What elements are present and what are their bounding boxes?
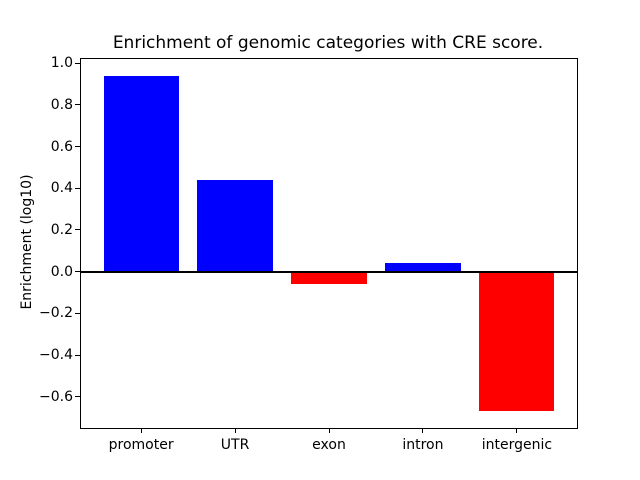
y-tick-label: −0.2 — [39, 305, 73, 322]
x-tick-label-exon: exon — [312, 437, 346, 453]
x-tick-mark — [328, 428, 330, 433]
y-tick-label: 0.0 — [50, 263, 73, 280]
zero-line — [81, 270, 577, 273]
y-tick-mark — [75, 271, 81, 273]
bar-intergenic — [479, 271, 555, 412]
bar-intron — [385, 263, 461, 272]
x-tick-mark — [422, 428, 424, 433]
x-tick-mark — [234, 428, 236, 433]
y-tick-label: −0.4 — [39, 347, 73, 364]
bar-exon — [291, 271, 367, 285]
bar-promoter — [103, 75, 179, 272]
x-tick-label-promoter: promoter — [108, 437, 174, 453]
x-tick-label-intron: intron — [402, 437, 444, 453]
y-tick-mark — [75, 146, 81, 148]
y-tick-label: 0.4 — [50, 180, 73, 197]
y-tick-label: 0.6 — [50, 138, 73, 155]
y-tick-mark — [75, 229, 81, 231]
x-tick-label-UTR: UTR — [220, 437, 250, 453]
x-tick-label-intergenic: intergenic — [481, 437, 553, 453]
bar-UTR — [197, 179, 273, 272]
y-tick-mark — [75, 396, 81, 398]
y-tick-label: 0.8 — [50, 96, 73, 113]
plot-area: promoter UTR exon intron intergenic 1.0 0.8 0.6… — [39, 55, 578, 453]
y-tick-label: 0.2 — [50, 221, 73, 238]
x-tick-mark — [516, 428, 518, 433]
x-tick-mark — [140, 428, 142, 433]
y-tick-mark — [75, 354, 81, 356]
y-tick-mark — [75, 104, 81, 106]
y-tick-label: 1.0 — [50, 55, 73, 72]
y-tick-mark — [75, 312, 81, 314]
y-tick-mark — [75, 187, 81, 189]
chart-title: Enrichment of genomic categories with CR… — [112, 33, 544, 53]
y-tick-mark — [75, 62, 81, 64]
y-tick-label: −0.6 — [39, 388, 73, 405]
